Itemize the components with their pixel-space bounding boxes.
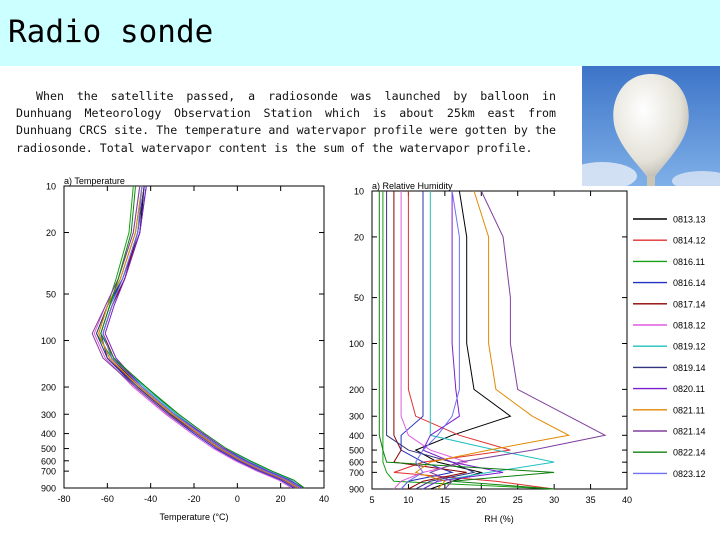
title-bar: Radio sonde (0, 0, 720, 66)
legend-label: 0820.11 (673, 384, 705, 394)
x-tick-label: 10 (403, 495, 413, 505)
cloud-shape (672, 171, 720, 186)
y-tick-label: 900 (349, 485, 364, 495)
x-tick-label: 25 (513, 495, 523, 505)
y-tick-label: 10 (354, 187, 364, 197)
legend-label: 0821.11 (673, 405, 705, 415)
legend-label: 0814.12 (673, 236, 706, 246)
legend-label: 0823.12 (673, 469, 706, 479)
legend-label: 0819.14 (673, 363, 706, 373)
series-line (102, 185, 301, 489)
y-tick-label: 700 (349, 468, 364, 478)
y-tick-label: 100 (349, 339, 364, 349)
x-tick-label: -20 (187, 494, 200, 504)
series-line (98, 185, 299, 489)
series-line (95, 185, 299, 489)
temperature-chart: a) Temperature 1020501002003004005006007… (41, 176, 329, 522)
y-tick-label: 200 (41, 383, 56, 393)
y-tick-label: 20 (46, 228, 56, 238)
x-tick-label: -80 (57, 494, 70, 504)
series-line (95, 185, 305, 489)
x-tick-label: 20 (276, 494, 286, 504)
chart-title: a) Temperature (64, 176, 125, 186)
y-tick-label: 50 (46, 290, 56, 300)
y-tick-label: 500 (41, 444, 56, 454)
y-tick-label: 400 (41, 429, 56, 439)
series-line (102, 185, 299, 489)
x-axis-label: Temperature (°C) (159, 512, 228, 522)
series-line (98, 185, 297, 489)
y-tick-label: 200 (349, 385, 364, 395)
series-line (91, 185, 297, 489)
series-line (104, 185, 303, 489)
legend-label: 0818.12 (673, 321, 706, 331)
y-tick-label: 900 (41, 484, 56, 494)
series-line (393, 191, 555, 490)
x-tick-label: 5 (369, 495, 374, 505)
series-line (386, 191, 476, 490)
series-line (100, 185, 294, 489)
y-tick-label: 50 (354, 293, 364, 303)
y-tick-label: 600 (41, 456, 56, 466)
balloon-shape (613, 74, 689, 178)
y-tick-label: 100 (41, 336, 56, 346)
x-tick-label: -40 (144, 494, 157, 504)
x-tick-label: 40 (319, 494, 329, 504)
slide-title: Radio sonde (8, 14, 214, 50)
legend-label: 0819.12 (673, 342, 706, 352)
x-tick-label: 0 (235, 494, 240, 504)
plot-frame (371, 190, 628, 490)
series-line (93, 185, 292, 489)
weather-balloon-photo (582, 66, 720, 186)
y-tick-label: 300 (41, 410, 56, 420)
y-tick-label: 700 (41, 467, 56, 477)
y-tick-label: 300 (349, 412, 364, 422)
y-tick-label: 20 (354, 232, 364, 242)
legend-label: 0816.11 (673, 257, 705, 267)
series-line (422, 191, 555, 490)
x-tick-label: -60 (101, 494, 114, 504)
relative-humidity-chart: a) Relative Humidity 10 20 50 100 200 300 400 5… (349, 181, 706, 524)
series-line (102, 185, 301, 489)
series-line (100, 185, 305, 489)
legend-label: 0822.14 (673, 448, 706, 458)
series-line (382, 191, 555, 490)
chart-title: a) Relative Humidity (372, 181, 453, 191)
y-tick-label: 10 (46, 182, 56, 192)
x-tick-label: 40 (622, 495, 632, 505)
x-tick-label: 35 (586, 495, 596, 505)
y-tick-label: 600 (349, 458, 364, 468)
series-line (400, 191, 454, 490)
cloud-shape (582, 162, 637, 186)
x-tick-label: 30 (549, 495, 559, 505)
slide-description: When the satellite passed, a radiosonde … (16, 89, 556, 155)
series-line (414, 190, 512, 490)
x-axis-label: RH (%) (484, 514, 514, 524)
x-tick-label: 20 (476, 495, 486, 505)
series-line (378, 191, 555, 490)
legend-label: 0813.13 (673, 215, 706, 225)
series-line (393, 191, 467, 490)
series-line (400, 190, 460, 490)
balloon-neck (647, 176, 655, 186)
legend-label: 0821.14 (673, 427, 706, 437)
legend-label: 0817.14 (673, 299, 706, 309)
y-tick-label: 400 (349, 431, 364, 441)
legend-label: 0816.14 (673, 278, 706, 288)
y-tick-label: 500 (349, 446, 364, 456)
series-line (428, 190, 607, 490)
x-tick-label: 15 (440, 495, 450, 505)
